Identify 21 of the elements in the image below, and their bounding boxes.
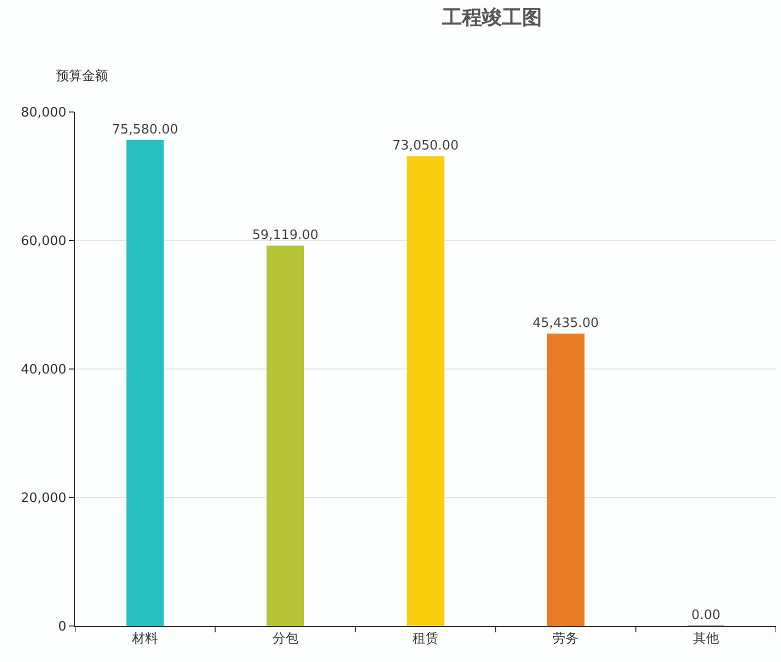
y-tick-label: 40,000 [20,362,66,378]
bar [266,246,304,626]
x-tick-label: 劳务 [552,632,579,647]
chart-title: 工程竣工图 [441,4,542,29]
data-label: 59,119.00 [252,228,318,244]
y-tick-label: 0 [58,620,66,635]
y-tick-label: 60,000 [20,234,66,250]
bar [546,334,584,626]
data-label: 73,050.00 [392,138,459,154]
y-tick-label: 80,000 [20,106,66,121]
y-axis-title: 预算金额 [56,69,108,84]
bar [406,156,444,626]
x-tick-label: 材料 [131,632,158,647]
x-tick-label: 其他 [692,632,719,647]
x-tick-label: 租赁 [412,632,438,647]
data-label: 75,580.00 [112,122,178,138]
y-tick-label: 20,000 [20,491,66,506]
data-label: 45,435.00 [532,316,599,332]
data-label: 0.00 [691,608,720,623]
bar [126,140,164,626]
x-tick-label: 分包 [272,632,298,647]
